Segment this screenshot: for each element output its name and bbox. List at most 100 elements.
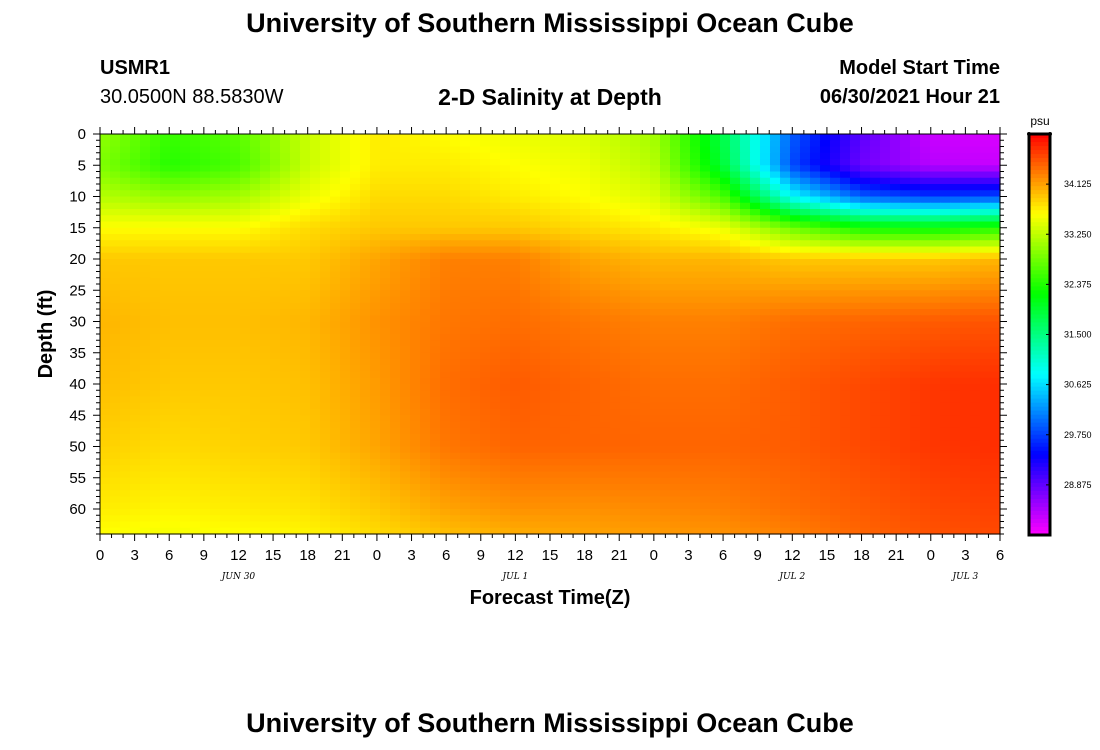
heatmap-cell (740, 252, 751, 260)
heatmap-cell (960, 390, 971, 398)
heatmap-cell (150, 271, 161, 279)
heatmap-cell (780, 352, 791, 360)
heatmap-cell (970, 184, 981, 191)
heatmap-cell (140, 165, 151, 173)
heatmap-cell (190, 352, 201, 360)
heatmap-cell (830, 190, 841, 198)
heatmap-cell (100, 265, 111, 273)
heatmap-cell (300, 296, 311, 304)
heatmap-cell (850, 284, 861, 291)
heatmap-cell (850, 165, 861, 173)
heatmap-cell (400, 446, 411, 454)
heatmap-cell (870, 196, 881, 204)
heatmap-cell (680, 346, 691, 354)
heatmap-cell (210, 202, 221, 210)
heatmap-cell (460, 209, 471, 216)
heatmap-cell (600, 415, 611, 423)
heatmap-cell (150, 252, 161, 260)
heatmap-cell (350, 246, 361, 254)
heatmap-cell (900, 215, 911, 223)
heatmap-cell (580, 165, 591, 173)
heatmap-cell (110, 402, 121, 410)
heatmap-cell (270, 409, 281, 416)
heatmap-cell (670, 390, 681, 398)
heatmap-cell (950, 402, 961, 410)
heatmap-cell (850, 465, 861, 473)
heatmap-cell (880, 471, 891, 479)
heatmap-cell (550, 452, 561, 460)
heatmap-cell (280, 415, 291, 423)
heatmap-cell (360, 284, 371, 291)
heatmap-cell (200, 259, 211, 266)
heatmap-cell (100, 315, 111, 323)
heatmap-cell (570, 171, 581, 179)
heatmap-cell (290, 296, 301, 304)
heatmap-cell (290, 371, 301, 379)
heatmap-cell (900, 271, 911, 279)
heatmap-cell (690, 352, 701, 360)
heatmap-cell (660, 265, 671, 273)
heatmap-cell (480, 427, 491, 435)
heatmap-cell (870, 321, 881, 329)
heatmap-cell (840, 377, 851, 385)
heatmap-cell (960, 352, 971, 360)
heatmap-cell (980, 221, 991, 229)
heatmap-cell (840, 209, 851, 216)
heatmap-cell (390, 159, 401, 166)
heatmap-cell (940, 371, 951, 379)
heatmap-cell (610, 309, 621, 316)
heatmap-cell (470, 427, 481, 435)
heatmap-cell (990, 390, 1001, 398)
heatmap-cell (190, 321, 201, 329)
heatmap-cell (980, 240, 991, 248)
heatmap-cell (620, 146, 631, 154)
heatmap-cell (810, 384, 821, 391)
heatmap-cell (930, 359, 941, 366)
heatmap-cell (660, 196, 671, 204)
heatmap-cell (660, 177, 671, 185)
heatmap-cell (650, 421, 661, 429)
heatmap-cell (470, 309, 481, 316)
heatmap-cell (600, 471, 611, 479)
heatmap-cell (260, 409, 271, 416)
heatmap-cell (380, 140, 391, 148)
heatmap-cell (900, 309, 911, 316)
heatmap-cell (640, 252, 651, 260)
heatmap-cell (210, 452, 221, 460)
heatmap-cell (470, 327, 481, 335)
heatmap-cell (160, 177, 171, 185)
heatmap-cell (530, 359, 541, 366)
heatmap-cell (810, 284, 821, 291)
heatmap-cell (200, 459, 211, 466)
heatmap-cell (110, 440, 121, 448)
heatmap-cell (360, 252, 371, 260)
heatmap-cell (450, 334, 461, 341)
heatmap-cell (420, 415, 431, 423)
heatmap-cell (200, 265, 211, 273)
heatmap-cell (300, 277, 311, 285)
heatmap-cell (170, 446, 181, 454)
heatmap-cell (940, 446, 951, 454)
heatmap-cell (110, 221, 121, 229)
heatmap-cell (790, 190, 801, 198)
heatmap-cell (310, 146, 321, 154)
heatmap-cell (480, 134, 491, 141)
heatmap-cell (250, 290, 261, 298)
heatmap-cell (630, 165, 641, 173)
heatmap-cell (930, 459, 941, 466)
heatmap-cell (360, 340, 371, 348)
heatmap-cell (590, 234, 601, 241)
heatmap-cell (770, 465, 781, 473)
heatmap-cell (610, 177, 621, 185)
heatmap-cell (510, 215, 521, 223)
heatmap-cell (890, 459, 901, 466)
heatmap-cell (740, 377, 751, 385)
heatmap-cell (890, 202, 901, 210)
heatmap-cell (470, 471, 481, 479)
heatmap-cell (950, 146, 961, 154)
heatmap-cell (720, 246, 731, 254)
heatmap-cell (600, 159, 611, 166)
heatmap-cell (450, 452, 461, 460)
heatmap-cell (200, 277, 211, 285)
heatmap-cell (450, 352, 461, 360)
